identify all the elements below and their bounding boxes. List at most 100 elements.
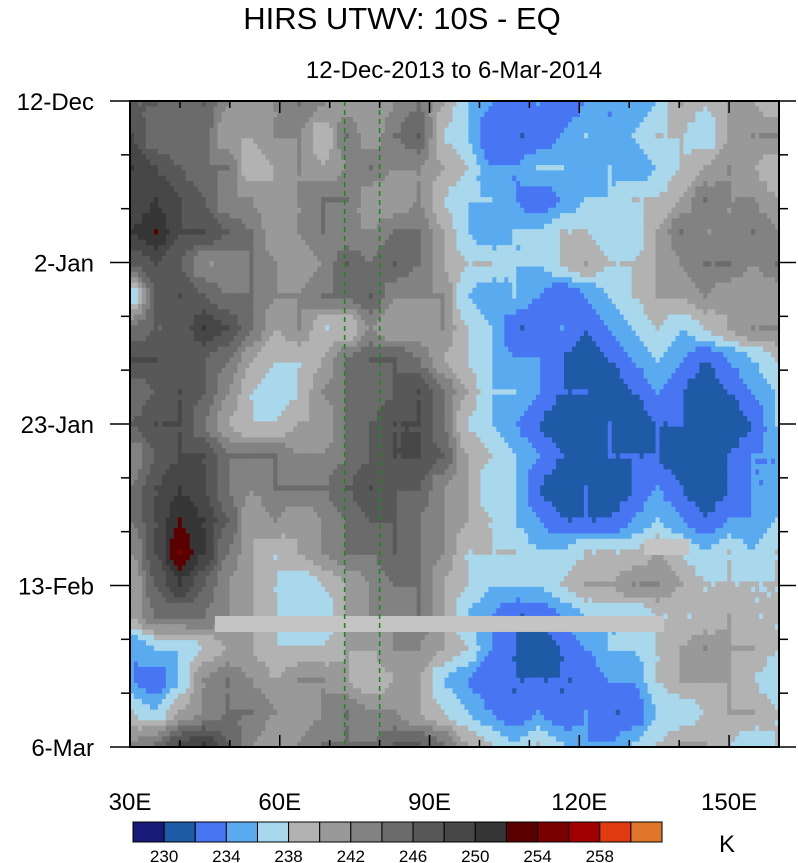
field-cell (484, 208, 489, 214)
field-cell (668, 122, 673, 128)
field-cell (456, 197, 461, 203)
field-cell (480, 170, 485, 176)
field-cell (222, 245, 227, 251)
field-cell (265, 149, 270, 155)
field-cell (421, 144, 426, 150)
field-cell (644, 133, 649, 139)
field-cell (576, 165, 581, 171)
field-cell (464, 106, 469, 112)
field-cell (146, 133, 151, 139)
field-cell (747, 128, 752, 134)
field-cell (214, 112, 219, 118)
field-cell (257, 234, 262, 240)
field-cell (580, 256, 585, 262)
field-cell (210, 181, 215, 187)
field-cell (743, 154, 748, 160)
field-cell (683, 224, 688, 230)
field-cell (401, 144, 406, 150)
field-cell (524, 106, 529, 112)
field-cell (468, 154, 473, 160)
field-cell (564, 256, 569, 262)
field-cell (313, 197, 318, 203)
field-cell (699, 202, 704, 208)
field-cell (277, 176, 282, 182)
field-cell (222, 250, 227, 256)
field-cell (632, 170, 637, 176)
field-cell (261, 112, 266, 118)
field-cell (174, 250, 179, 256)
field-cell (731, 165, 736, 171)
field-cell (257, 144, 262, 150)
field-cell (329, 240, 334, 246)
field-cell (289, 144, 294, 150)
field-cell (540, 181, 545, 187)
field-cell (727, 138, 732, 144)
field-cell (596, 250, 601, 256)
field-cell (767, 122, 772, 128)
field-cell (588, 106, 593, 112)
field-cell (520, 128, 525, 134)
field-cell (456, 224, 461, 230)
field-cell (186, 256, 191, 262)
field-cell (154, 197, 159, 203)
field-cell (608, 197, 613, 203)
field-cell (548, 192, 553, 198)
field-cell (186, 165, 191, 171)
field-cell (608, 170, 613, 176)
field-cell (293, 149, 298, 155)
field-cell (711, 208, 716, 214)
field-cell (695, 165, 700, 171)
field-cell (572, 154, 577, 160)
field-cell (249, 245, 254, 251)
field-cell (460, 250, 465, 256)
field-cell (194, 149, 199, 155)
field-cell (604, 202, 609, 208)
field-cell (723, 240, 728, 246)
field-cell (616, 234, 621, 240)
field-cell (520, 154, 525, 160)
field-cell (249, 261, 254, 267)
field-cell (767, 149, 772, 155)
field-cell (154, 160, 159, 166)
field-cell (672, 176, 677, 182)
field-cell (516, 202, 521, 208)
field-cell (727, 245, 732, 251)
field-cell (496, 117, 501, 123)
field-cell (699, 117, 704, 123)
field-cell (739, 149, 744, 155)
field-cell (751, 202, 756, 208)
field-cell (178, 170, 183, 176)
field-cell (763, 256, 768, 262)
field-cell (222, 112, 227, 118)
field-cell (747, 149, 752, 155)
field-cell (632, 208, 637, 214)
field-cell (612, 165, 617, 171)
field-cell (628, 154, 633, 160)
field-cell (735, 149, 740, 155)
field-cell (544, 138, 549, 144)
field-cell (433, 154, 438, 160)
field-cell (580, 197, 585, 203)
field-cell (269, 208, 274, 214)
field-cell (234, 202, 239, 208)
field-cell (449, 106, 454, 112)
field-cell (289, 218, 294, 224)
field-cell (691, 245, 696, 251)
field-cell (190, 224, 195, 230)
field-cell (162, 229, 167, 235)
field-cell (138, 208, 143, 214)
field-cell (437, 117, 442, 123)
field-cell (273, 261, 278, 267)
field-cell (245, 144, 250, 150)
field-cell (261, 133, 266, 139)
field-cell (437, 181, 442, 187)
field-cell (269, 240, 274, 246)
field-cell (640, 229, 645, 235)
field-cell (560, 229, 565, 235)
field-cell (588, 181, 593, 187)
field-cell (305, 138, 310, 144)
field-cell (556, 224, 561, 230)
field-cell (269, 261, 274, 267)
field-cell (604, 213, 609, 219)
field-cell (321, 154, 326, 160)
